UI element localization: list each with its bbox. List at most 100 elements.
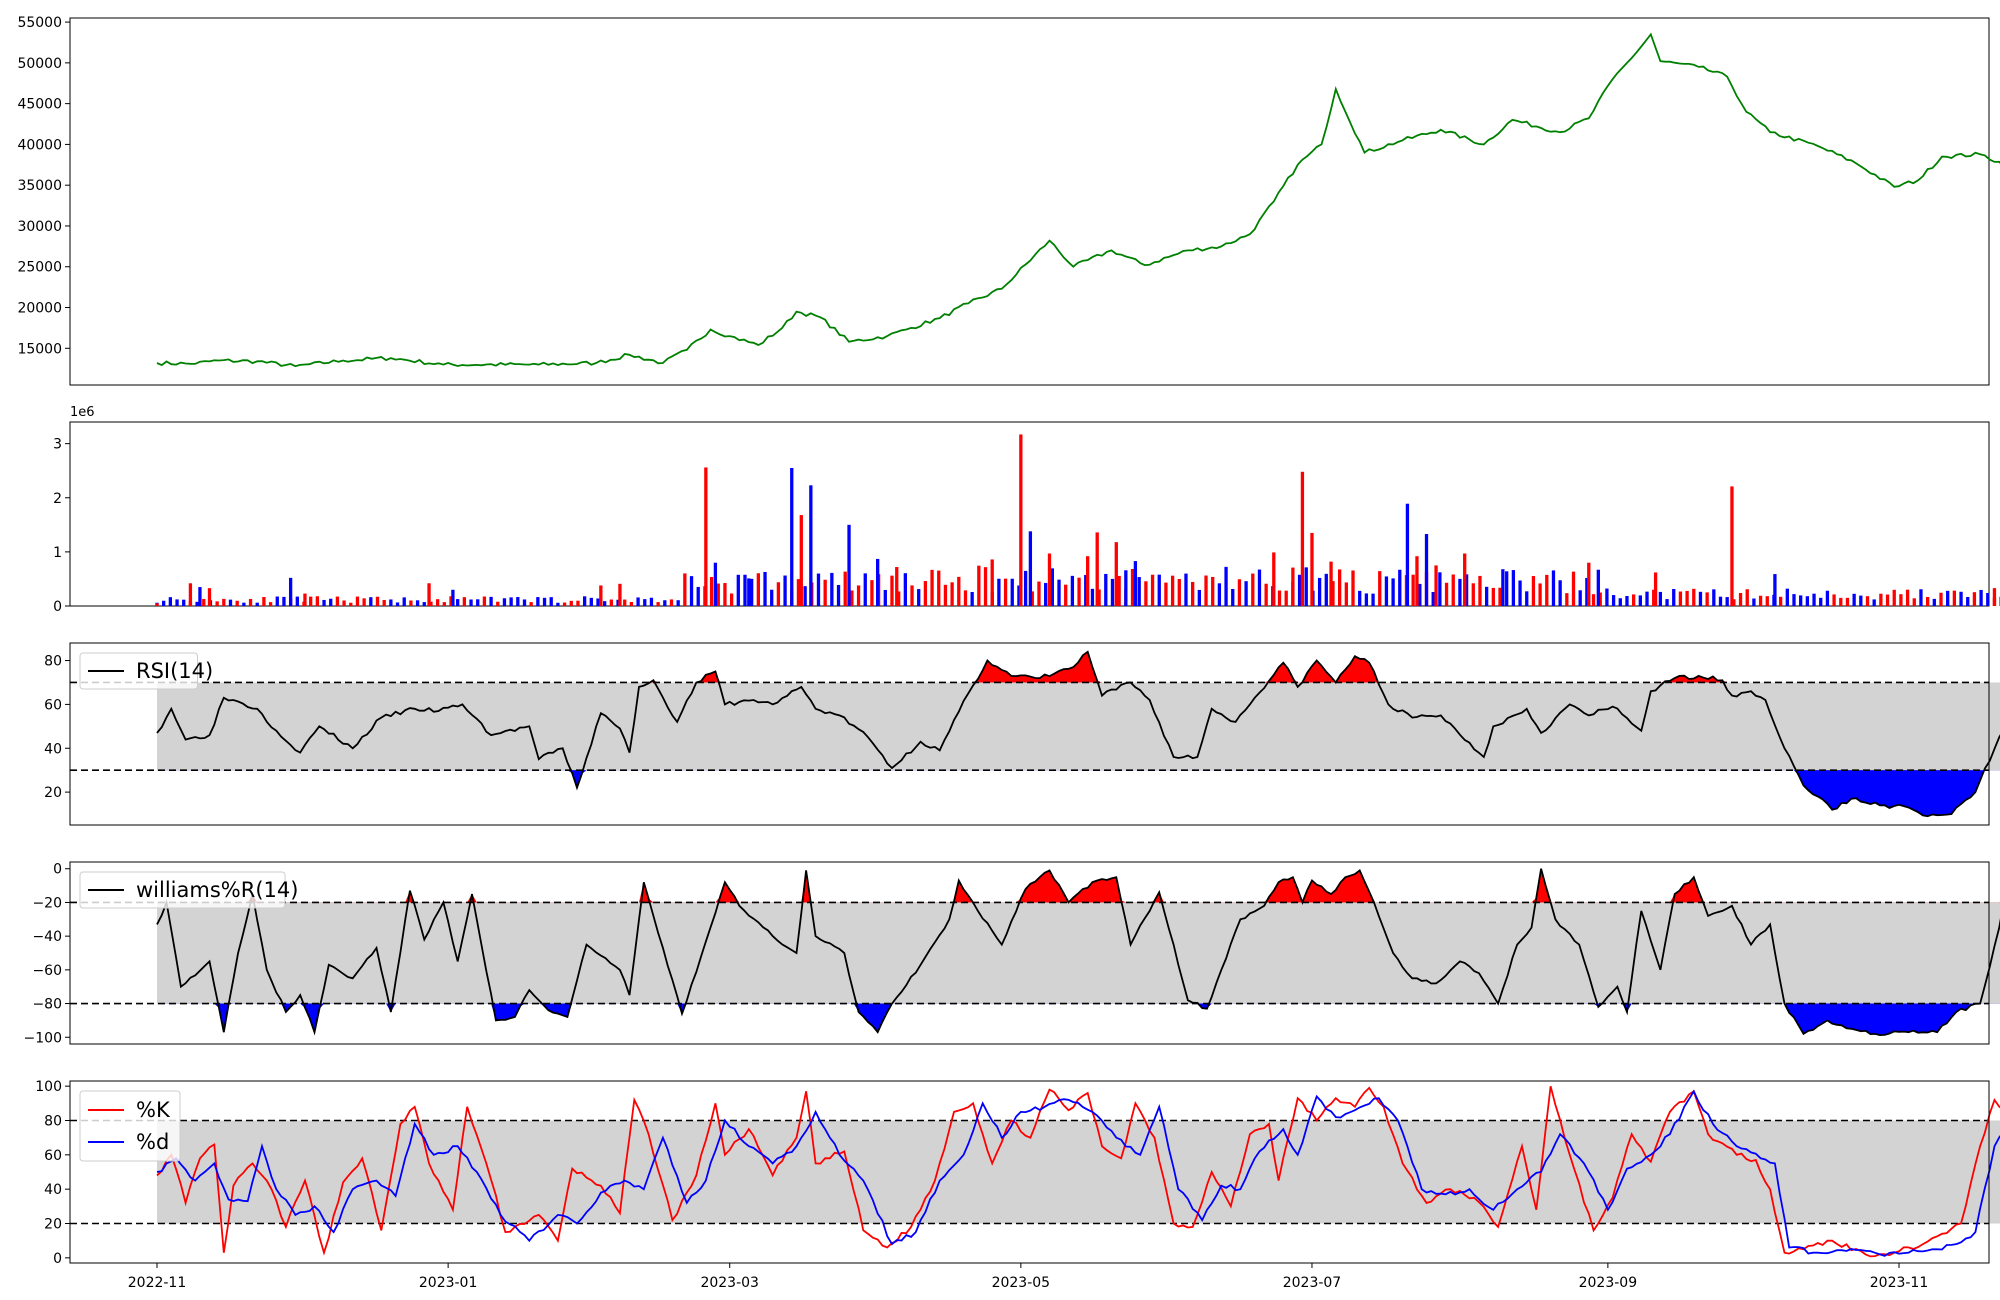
volume-bar [255,602,259,606]
volume-bar [462,597,467,606]
volume-bar [1097,589,1101,606]
volume-bar [1625,596,1629,606]
volume-bar [369,597,373,606]
volume-bar-peak [618,583,622,606]
volume-bar-peak [1773,574,1777,606]
y-tick-label: −40 [32,929,62,945]
volume-bar [1351,570,1355,606]
y-tick-label: 100 [35,1079,62,1095]
volume-bar-peak [1272,552,1276,606]
volume-bar [1952,590,1957,606]
volume-panel: 0 1 2 3 1e6 [53,405,2000,615]
volume-bar [910,585,914,606]
volume-bar [489,596,493,606]
legend-label: %K [136,1098,171,1122]
volume-bar [1484,586,1489,606]
y-tick-label: 3 [53,437,62,453]
volume-bar [1478,575,1482,606]
y-tick-label: 1 [53,545,62,561]
volume-bar [1892,589,1896,606]
volume-bar [890,575,894,606]
volume-bar [897,591,901,606]
volume-bar-peak [1095,532,1099,606]
volume-bar [937,570,941,606]
volume-bar [1104,573,1108,606]
volume-bar-peak [1501,569,1505,606]
volume-bar [1912,598,1916,606]
rsi-panel: 20 40 60 80 RSI(14) [44,642,2000,826]
volume-bar [522,599,527,606]
neutral-band [157,902,2000,1004]
volume-bar [1050,568,1054,606]
y-tick-label: −80 [32,997,62,1013]
volume-bar [1531,576,1536,606]
y-tick-label: 25000 [17,260,62,276]
volume-bar [1444,582,1449,606]
volume-bar [1331,581,1335,606]
volume-bar [202,598,206,606]
volume-bar [870,580,874,606]
volume-bar-peak [1730,486,1734,606]
volume-bar-peak [1405,503,1410,606]
volume-bar [342,600,346,606]
volume-bar-peak [207,588,212,606]
volume-bar [1458,578,1462,606]
volume-bar [1364,593,1369,606]
volume-bar [1785,588,1789,606]
volume-bar [215,601,219,606]
volume-bar [248,599,253,606]
volume-bar-peak [1596,569,1600,606]
y-tick-label: −20 [32,895,62,911]
volume-bar [362,598,366,606]
volume-bar [1184,573,1188,606]
x-tick-label: 2022-11 [128,1275,187,1291]
volume-bar [1692,588,1696,606]
volume-bar [957,576,961,606]
volume-bar [1905,589,1910,606]
williams-r-panel: 0 −20 −40 −60 −80 −100 williams%R(14) [24,861,2000,1046]
volume-bar [1738,592,1743,606]
oversold-fill [157,770,2000,817]
volume-bar [1551,570,1556,606]
volume-bar [469,599,473,606]
price-panel: 15000 20000 25000 30000 35000 40000 45000 50000… [17,15,2000,386]
volume-bar [1899,594,1903,606]
volume-bar [1718,596,1723,606]
volume-bar [1752,598,1756,606]
y-tick-label: 15000 [17,341,62,357]
volume-bar [1852,593,1856,606]
volume-bar [1057,579,1061,606]
volume-bar [509,597,513,606]
legend-box [79,652,198,690]
volume-bar [1244,581,1248,606]
volume-bar [1658,591,1663,606]
y-tick-label: 55000 [17,15,62,31]
volume-bar [1010,578,1014,606]
y-tick-label: 80 [44,1113,62,1129]
volume-bar [1398,569,1402,606]
volume-bar [883,589,887,606]
volume-bar [456,599,460,606]
volume-bar [315,596,320,606]
volume-bar [623,599,627,606]
volume-bar [983,567,988,606]
x-tick-label: 2023-03 [700,1275,759,1291]
volume-bar [1150,574,1155,606]
volume-bar-peak [1086,556,1090,606]
volume-bar [997,578,1001,606]
volume-bar [1277,590,1282,606]
x-tick-label: 2023-05 [992,1275,1051,1291]
volume-bar [449,596,453,606]
volume-bar [175,599,179,606]
volume-bar [502,598,507,606]
y-tick-label: 2 [53,491,62,507]
panel-frame [69,642,1990,826]
volume-bar [349,602,353,606]
volume-bar-peak [288,577,293,606]
y-tick-label: −60 [32,963,62,979]
volume-bar [268,602,273,606]
volume-bar [435,599,440,606]
volume-bar [1799,595,1803,606]
volume-bar [562,602,567,606]
volume-bar [402,597,406,606]
